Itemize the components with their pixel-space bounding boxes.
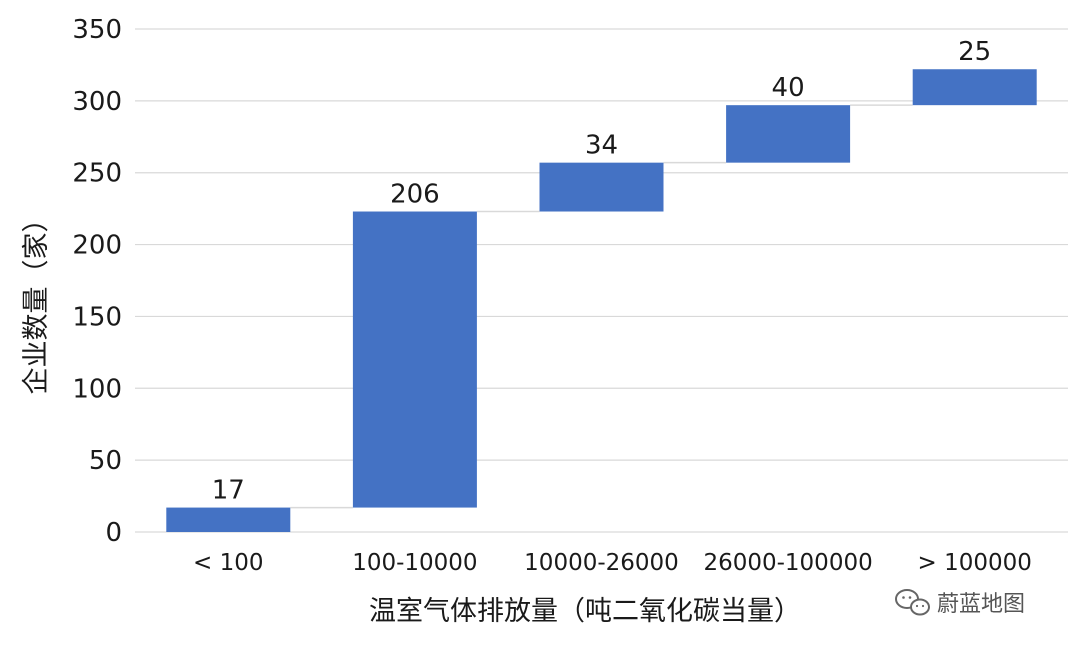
- x-category-label: > 100000: [918, 550, 1032, 576]
- bars: [166, 69, 1037, 532]
- bar: [539, 162, 664, 212]
- x-axis-title: 温室气体排放量（吨二氧化碳当量）: [369, 596, 801, 627]
- y-tick-label: 100: [72, 374, 122, 404]
- y-tick-label: 350: [72, 15, 122, 45]
- y-tick-label: 300: [72, 87, 122, 117]
- wechat-icon: [895, 589, 930, 616]
- data-labels: 17 206 34 40 25: [212, 37, 991, 505]
- x-category-label: < 100: [193, 550, 263, 576]
- watermark: 蔚蓝地图: [895, 589, 1025, 617]
- x-category-label: 26000-100000: [703, 550, 872, 576]
- data-label: 40: [772, 73, 805, 103]
- bar: [166, 507, 291, 532]
- watermark-text: 蔚蓝地图: [937, 592, 1025, 617]
- data-label: 17: [212, 476, 245, 506]
- x-category-label: 100-10000: [352, 550, 477, 576]
- x-category-label: 10000-26000: [524, 550, 679, 576]
- y-tick-label: 200: [72, 231, 122, 261]
- data-label: 34: [585, 131, 618, 161]
- y-tick-label: 50: [89, 446, 122, 476]
- bar: [352, 211, 477, 508]
- y-axis-ticks: 0 50 100 150 200 250 300 350: [72, 15, 122, 548]
- data-label: 25: [958, 37, 991, 67]
- y-tick-label: 0: [105, 518, 122, 548]
- x-axis-categories: < 100 100-10000 10000-26000 26000-100000 > 1…: [193, 550, 1032, 576]
- bar: [912, 69, 1037, 106]
- y-tick-label: 150: [72, 302, 122, 332]
- data-label: 206: [390, 180, 440, 210]
- y-axis-title: 企业数量（家）: [21, 206, 52, 395]
- connector-lines: [290, 104, 913, 509]
- bar: [726, 105, 851, 163]
- y-tick-label: 250: [72, 159, 122, 189]
